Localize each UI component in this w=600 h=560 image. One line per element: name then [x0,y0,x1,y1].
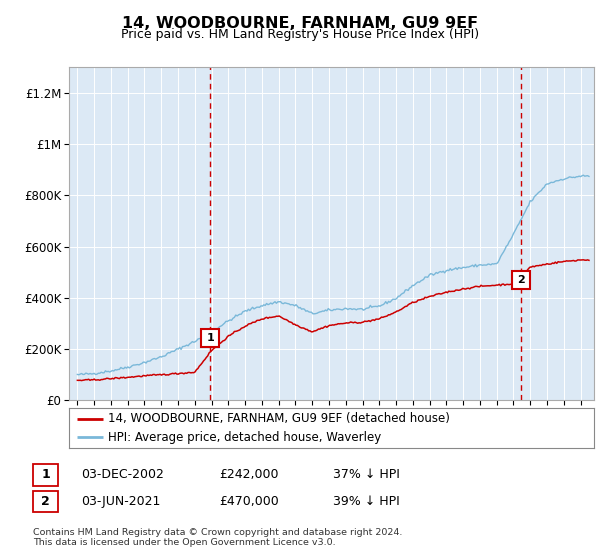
Text: £470,000: £470,000 [219,495,279,508]
Text: 39% ↓ HPI: 39% ↓ HPI [333,495,400,508]
Text: Price paid vs. HM Land Registry's House Price Index (HPI): Price paid vs. HM Land Registry's House … [121,28,479,41]
Text: 1: 1 [206,333,214,343]
Text: 03-DEC-2002: 03-DEC-2002 [81,468,164,482]
Text: £242,000: £242,000 [219,468,278,482]
Text: 14, WOODBOURNE, FARNHAM, GU9 9EF: 14, WOODBOURNE, FARNHAM, GU9 9EF [122,16,478,31]
Text: 2: 2 [41,495,50,508]
Text: 2: 2 [517,275,524,285]
Text: HPI: Average price, detached house, Waverley: HPI: Average price, detached house, Wave… [109,431,382,444]
Text: 14, WOODBOURNE, FARNHAM, GU9 9EF (detached house): 14, WOODBOURNE, FARNHAM, GU9 9EF (detach… [109,412,450,425]
Text: Contains HM Land Registry data © Crown copyright and database right 2024.
This d: Contains HM Land Registry data © Crown c… [33,528,403,547]
Text: 03-JUN-2021: 03-JUN-2021 [81,495,160,508]
Text: 37% ↓ HPI: 37% ↓ HPI [333,468,400,482]
Text: 1: 1 [41,468,50,482]
